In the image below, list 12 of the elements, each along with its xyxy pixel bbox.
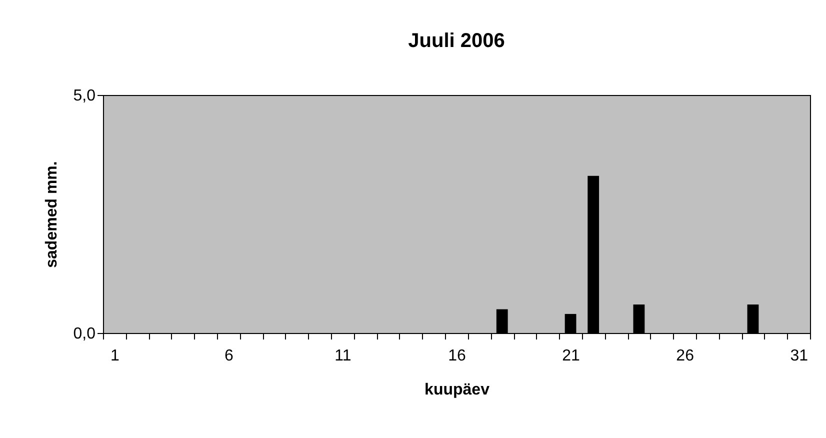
x-tick-label: 16 (448, 348, 466, 364)
x-tick-label: 26 (676, 348, 694, 364)
x-axis-title: kuupäev (424, 382, 490, 398)
x-tick-label: 21 (562, 348, 580, 364)
x-tick-label: 1 (110, 348, 120, 364)
x-tick-label: 11 (334, 348, 352, 364)
chart-title: Juuli 2006 (408, 30, 505, 52)
y-axis-title: sademed mm. (43, 161, 60, 268)
x-tick-label: 31 (790, 348, 808, 364)
x-tick-label: 6 (224, 348, 234, 364)
y-tick-label: 5,0 (73, 88, 96, 104)
y-tick-label: 0,0 (73, 326, 96, 342)
